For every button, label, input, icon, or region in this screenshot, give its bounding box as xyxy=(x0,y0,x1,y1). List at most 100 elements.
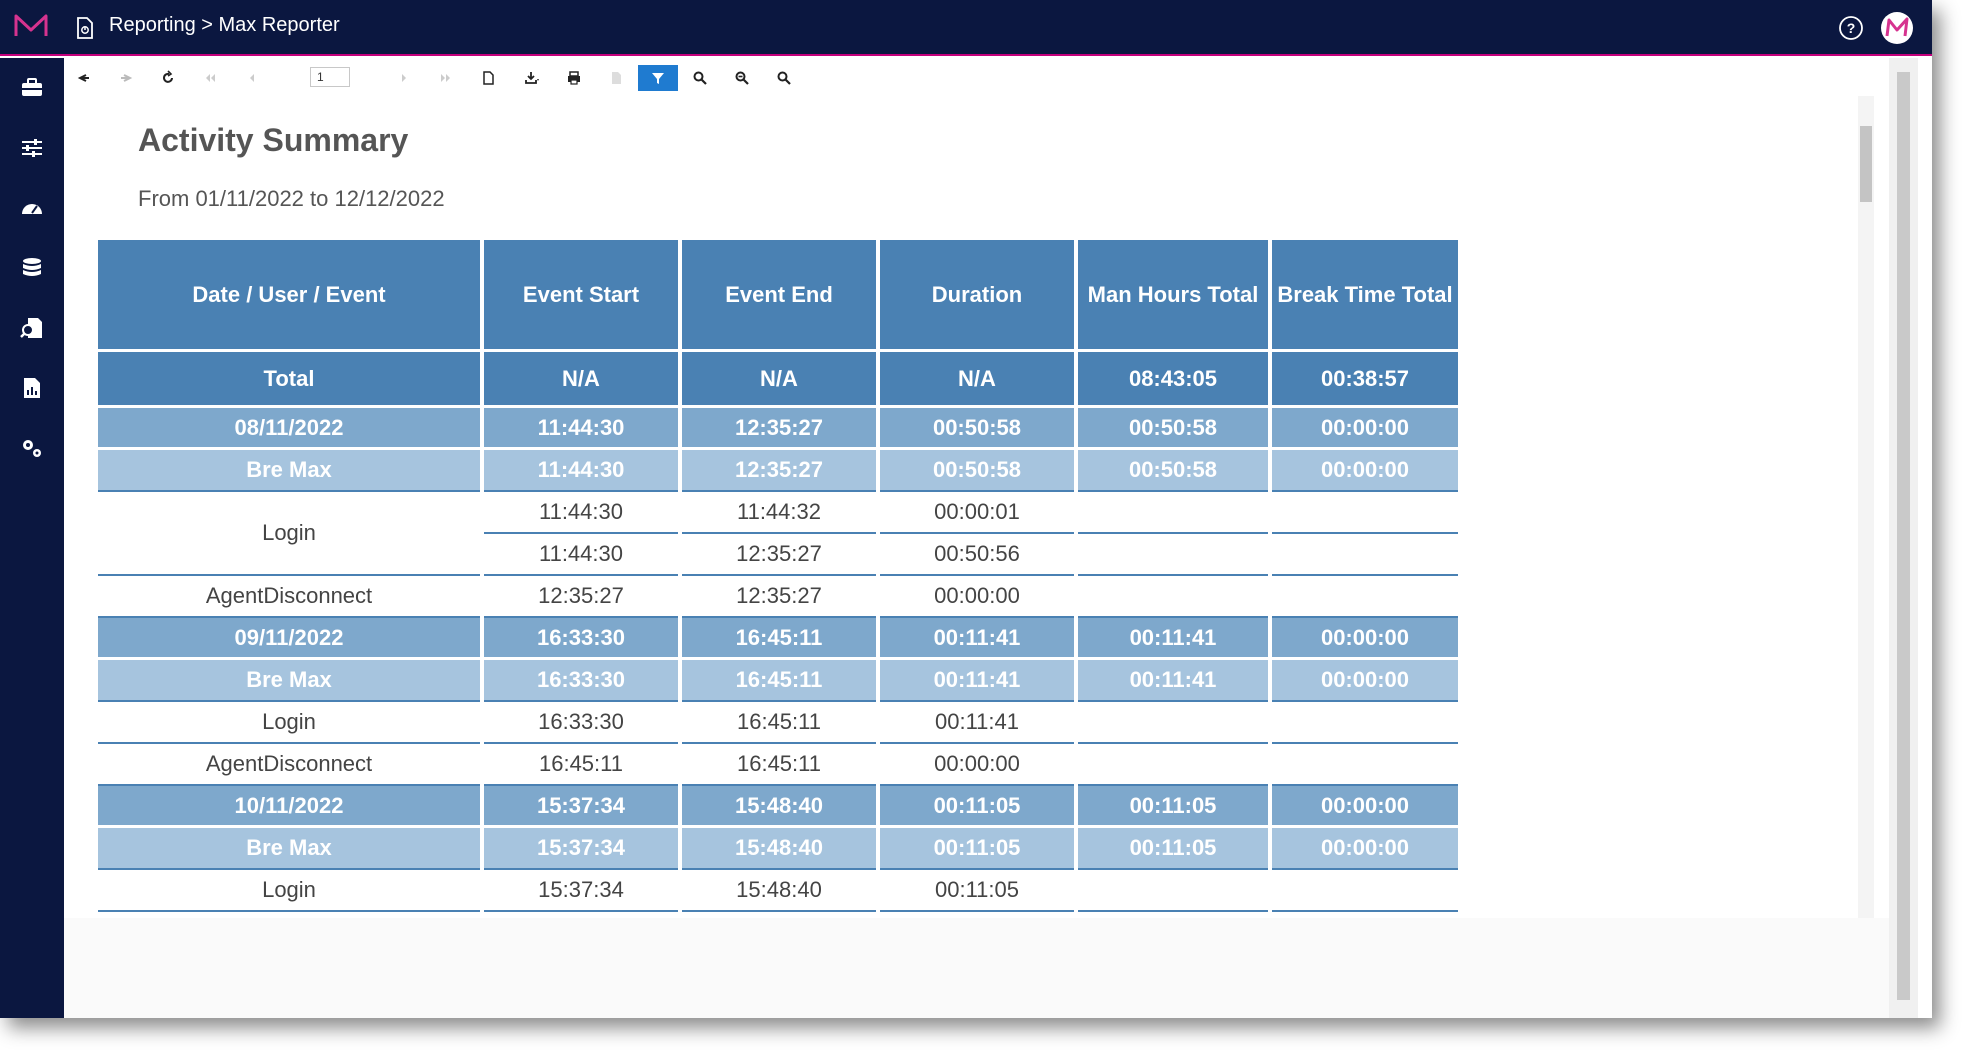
svg-text:?: ? xyxy=(1847,20,1856,36)
report-scrollbar-thumb[interactable] xyxy=(1860,126,1872,202)
event-cell: 15:48:40 xyxy=(682,870,876,912)
user-group-row[interactable]: Bre Max 16:33:30 16:45:11 00:11:41 00:11… xyxy=(98,660,1458,702)
refresh-button[interactable] xyxy=(148,65,188,91)
user-cell: 00:00:00 xyxy=(1272,660,1458,702)
next-page-button[interactable] xyxy=(384,65,424,91)
event-name-cell: Login xyxy=(98,702,480,744)
event-cell: 16:45:11 xyxy=(484,744,678,786)
user-cell: 15:37:34 xyxy=(484,828,678,870)
column-header[interactable]: Duration xyxy=(880,240,1074,352)
event-row: AgentDisconnect 12:35:27 12:35:27 00:00:… xyxy=(98,576,1458,618)
table-header-row: Date / User / Event Event Start Event En… xyxy=(98,240,1458,352)
column-header[interactable]: Event End xyxy=(682,240,876,352)
page-scrollbar-thumb[interactable] xyxy=(1897,72,1910,1000)
empty-cell xyxy=(1272,870,1458,912)
empty-cell xyxy=(1078,870,1268,912)
user-cell: 00:50:58 xyxy=(880,450,1074,492)
last-page-button[interactable] xyxy=(426,65,466,91)
print-icon xyxy=(568,71,580,85)
sidebar-item-database[interactable] xyxy=(18,254,46,282)
date-group-row[interactable]: 09/11/2022 16:33:30 16:45:11 00:11:41 00… xyxy=(98,618,1458,660)
event-name-cell: AgentDisconnect xyxy=(98,744,480,786)
report-document-icon xyxy=(77,17,93,39)
date-group-row[interactable]: 10/11/2022 15:37:34 15:48:40 00:11:05 00… xyxy=(98,786,1458,828)
column-header[interactable]: Date / User / Event xyxy=(98,240,480,352)
event-cell: 00:50:56 xyxy=(880,534,1074,576)
back-button[interactable] xyxy=(64,65,104,91)
app-window: Reporting > Max Reporter ? xyxy=(0,0,1932,1018)
sidebar-item-admin[interactable] xyxy=(18,434,46,462)
event-cell: 11:44:32 xyxy=(682,492,876,534)
event-name-cell: Login xyxy=(98,492,480,576)
date-group-row[interactable]: 08/11/2022 11:44:30 12:35:27 00:50:58 00… xyxy=(98,408,1458,450)
zoom-out-button[interactable] xyxy=(722,65,762,91)
empty-cell xyxy=(1078,702,1268,744)
total-cell: Total xyxy=(98,352,480,408)
database-icon xyxy=(23,258,41,276)
gears-icon xyxy=(23,440,41,457)
print-button[interactable] xyxy=(554,65,594,91)
date-cell: 11:44:30 xyxy=(484,408,678,450)
zoom-in-button[interactable] xyxy=(764,65,804,91)
user-cell: 00:50:58 xyxy=(1078,450,1268,492)
event-name-cell: AgentDisconnect xyxy=(98,576,480,618)
page-number-input[interactable]: 1 xyxy=(310,67,350,87)
date-cell: 12:35:27 xyxy=(682,408,876,450)
event-cell: 16:45:11 xyxy=(682,702,876,744)
empty-cell xyxy=(1078,492,1268,534)
zoom-out-icon xyxy=(735,71,749,85)
user-group-row[interactable]: Bre Max 11:44:30 12:35:27 00:50:58 00:50… xyxy=(98,450,1458,492)
event-cell: 00:00:00 xyxy=(880,576,1074,618)
forward-button[interactable] xyxy=(106,65,146,91)
report-title: Activity Summary xyxy=(138,122,409,158)
help-icon[interactable]: ? xyxy=(1838,15,1864,41)
event-cell: 12:35:27 xyxy=(484,576,678,618)
sidebar-item-dashboard[interactable] xyxy=(18,194,46,222)
date-cell: 00:11:41 xyxy=(1078,618,1268,660)
print-preview-button[interactable] xyxy=(596,65,636,91)
refresh-icon xyxy=(163,70,173,83)
report-viewer: 1 xyxy=(64,58,1889,918)
total-cell: 00:38:57 xyxy=(1272,352,1458,408)
user-cell: Bre Max xyxy=(98,450,480,492)
date-cell: 08/11/2022 xyxy=(98,408,480,450)
export-button[interactable] xyxy=(512,65,552,91)
filter-button[interactable] xyxy=(638,65,678,91)
total-row: Total N/A N/A N/A 08:43:05 00:38:57 xyxy=(98,352,1458,408)
user-cell: Bre Max xyxy=(98,828,480,870)
top-bar: Reporting > Max Reporter ? xyxy=(0,0,1932,56)
report-scrollbar[interactable] xyxy=(1858,96,1874,918)
date-cell: 09/11/2022 xyxy=(98,618,480,660)
sidebar-item-briefcase[interactable] xyxy=(18,74,46,102)
user-cell: 11:44:30 xyxy=(484,450,678,492)
column-header[interactable]: Event Start xyxy=(484,240,678,352)
document-map-button[interactable] xyxy=(468,65,508,91)
date-cell: 15:48:40 xyxy=(682,786,876,828)
forward-arrow-icon xyxy=(121,74,133,82)
avatar[interactable] xyxy=(1881,12,1913,44)
empty-cell xyxy=(1272,492,1458,534)
user-group-row[interactable]: Bre Max 15:37:34 15:48:40 00:11:05 00:11… xyxy=(98,828,1458,870)
search-button[interactable] xyxy=(680,65,720,91)
user-cell: 00:11:05 xyxy=(880,828,1074,870)
app-logo-icon[interactable] xyxy=(14,14,48,38)
sidebar xyxy=(0,58,64,1018)
date-cell: 00:11:41 xyxy=(880,618,1074,660)
sidebar-item-document-search[interactable] xyxy=(18,314,46,342)
event-cell: 12:35:27 xyxy=(682,534,876,576)
column-header[interactable]: Break Time Total xyxy=(1272,240,1458,352)
empty-cell xyxy=(1272,534,1458,576)
sidebar-item-settings-sliders[interactable] xyxy=(18,134,46,162)
previous-page-button[interactable] xyxy=(232,65,272,91)
event-cell: 00:00:01 xyxy=(880,492,1074,534)
breadcrumb: Reporting > Max Reporter xyxy=(109,14,340,36)
page-scrollbar[interactable] xyxy=(1889,58,1918,1018)
empty-cell xyxy=(1078,744,1268,786)
column-header[interactable]: Man Hours Total xyxy=(1078,240,1268,352)
user-cell: 00:11:05 xyxy=(1078,828,1268,870)
sidebar-item-reports[interactable] xyxy=(18,374,46,402)
page-icon xyxy=(483,71,494,85)
first-page-button[interactable] xyxy=(190,65,230,91)
date-cell: 00:00:00 xyxy=(1272,618,1458,660)
next-page-icon xyxy=(402,74,406,82)
